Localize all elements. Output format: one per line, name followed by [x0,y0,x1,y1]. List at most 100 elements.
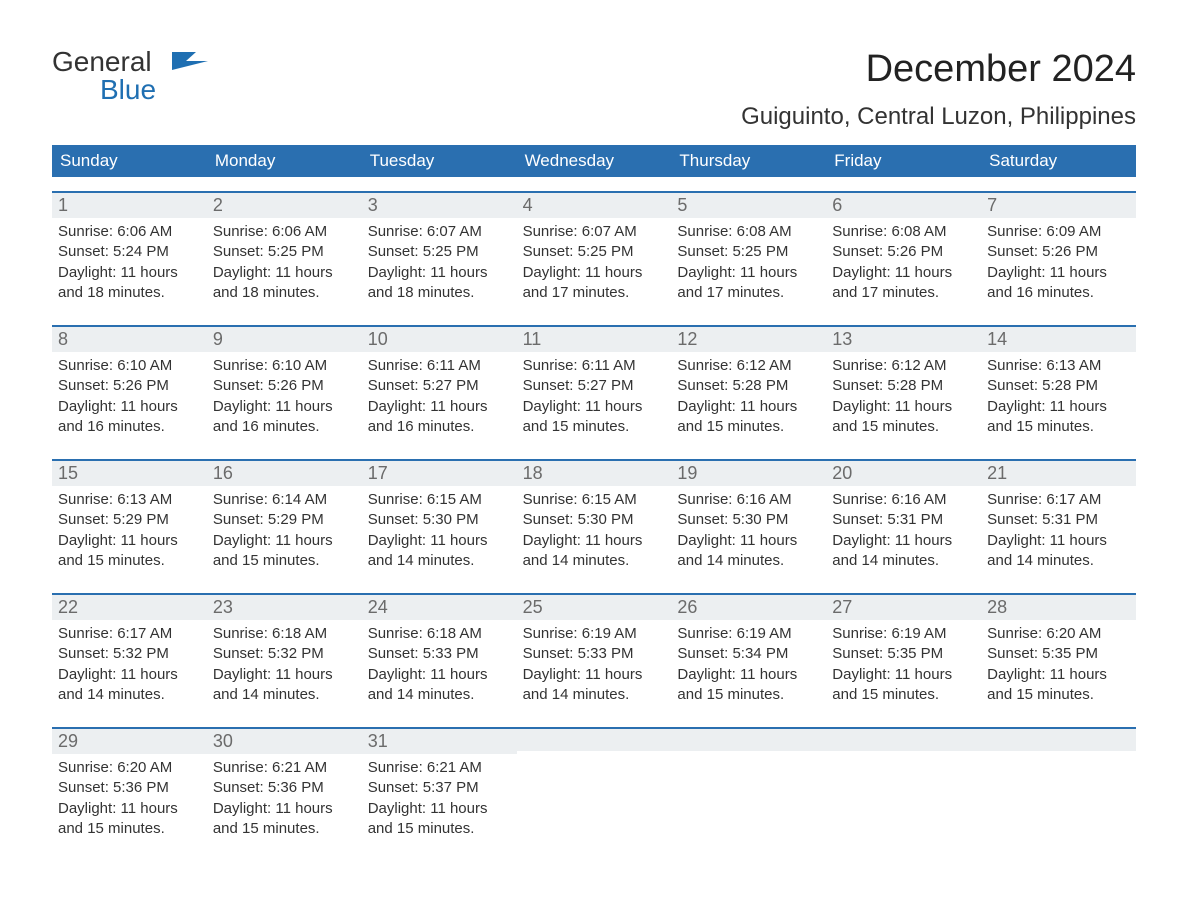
day-sunset: Sunset: 5:25 PM [368,242,511,262]
day-cell: 15Sunrise: 6:13 AMSunset: 5:29 PMDayligh… [52,461,207,579]
day-cell [671,729,826,847]
day-cell: 7Sunrise: 6:09 AMSunset: 5:26 PMDaylight… [981,193,1136,311]
day-day1: Daylight: 11 hours [523,397,666,417]
day-sunrise: Sunrise: 6:20 AM [58,758,201,778]
day-number-row: 16 [207,461,362,486]
day-number-row: 1 [52,193,207,218]
day-sunset: Sunset: 5:34 PM [677,644,820,664]
day-day2: and 15 minutes. [368,819,511,839]
day-day1: Daylight: 11 hours [677,397,820,417]
day-sunset: Sunset: 5:33 PM [523,644,666,664]
day-day2: and 14 minutes. [523,685,666,705]
day-number-row: 5 [671,193,826,218]
day-number-row: 25 [517,595,672,620]
day-sunrise: Sunrise: 6:15 AM [368,490,511,510]
day-day2: and 15 minutes. [523,417,666,437]
day-day2: and 18 minutes. [58,283,201,303]
day-number: 3 [368,195,378,215]
title-block: December 2024 Guiguinto, Central Luzon, … [741,48,1136,131]
day-sunset: Sunset: 5:30 PM [368,510,511,530]
day-day1: Daylight: 11 hours [213,799,356,819]
day-content: Sunrise: 6:18 AMSunset: 5:33 PMDaylight:… [362,620,517,713]
day-number: 28 [987,597,1007,617]
empty-day-number-row [981,729,1136,751]
day-day2: and 16 minutes. [368,417,511,437]
weekday-header: Wednesday [517,145,672,177]
day-day1: Daylight: 11 hours [58,531,201,551]
day-sunset: Sunset: 5:30 PM [523,510,666,530]
day-content: Sunrise: 6:06 AMSunset: 5:25 PMDaylight:… [207,218,362,311]
weekday-header: Thursday [671,145,826,177]
day-number: 1 [58,195,68,215]
day-content: Sunrise: 6:11 AMSunset: 5:27 PMDaylight:… [517,352,672,445]
day-sunset: Sunset: 5:31 PM [832,510,975,530]
day-cell [826,729,981,847]
day-number-row: 17 [362,461,517,486]
weekday-header: Friday [826,145,981,177]
day-sunrise: Sunrise: 6:17 AM [987,490,1130,510]
day-day2: and 16 minutes. [58,417,201,437]
day-day2: and 14 minutes. [677,551,820,571]
day-sunset: Sunset: 5:28 PM [677,376,820,396]
day-day1: Daylight: 11 hours [368,531,511,551]
empty-day-number-row [671,729,826,751]
day-sunset: Sunset: 5:24 PM [58,242,201,262]
day-cell: 18Sunrise: 6:15 AMSunset: 5:30 PMDayligh… [517,461,672,579]
day-number-row: 11 [517,327,672,352]
day-day2: and 14 minutes. [368,685,511,705]
day-day1: Daylight: 11 hours [832,397,975,417]
day-sunrise: Sunrise: 6:11 AM [523,356,666,376]
day-number: 31 [368,731,388,751]
week-row: 8Sunrise: 6:10 AMSunset: 5:26 PMDaylight… [52,325,1136,445]
day-cell: 29Sunrise: 6:20 AMSunset: 5:36 PMDayligh… [52,729,207,847]
day-day1: Daylight: 11 hours [213,263,356,283]
day-content: Sunrise: 6:19 AMSunset: 5:34 PMDaylight:… [671,620,826,713]
day-number: 6 [832,195,842,215]
day-number-row: 4 [517,193,672,218]
day-number: 2 [213,195,223,215]
day-sunset: Sunset: 5:27 PM [368,376,511,396]
day-sunrise: Sunrise: 6:19 AM [677,624,820,644]
day-day2: and 17 minutes. [832,283,975,303]
day-number-row: 28 [981,595,1136,620]
day-day1: Daylight: 11 hours [213,397,356,417]
day-sunrise: Sunrise: 6:10 AM [58,356,201,376]
day-day2: and 15 minutes. [832,417,975,437]
week-row: 15Sunrise: 6:13 AMSunset: 5:29 PMDayligh… [52,459,1136,579]
day-number: 20 [832,463,852,483]
calendar: SundayMondayTuesdayWednesdayThursdayFrid… [52,145,1136,847]
day-cell: 22Sunrise: 6:17 AMSunset: 5:32 PMDayligh… [52,595,207,713]
day-number: 12 [677,329,697,349]
day-sunset: Sunset: 5:29 PM [213,510,356,530]
day-number: 22 [58,597,78,617]
weekday-header: Sunday [52,145,207,177]
day-day2: and 14 minutes. [987,551,1130,571]
day-cell: 26Sunrise: 6:19 AMSunset: 5:34 PMDayligh… [671,595,826,713]
day-sunrise: Sunrise: 6:11 AM [368,356,511,376]
day-cell: 13Sunrise: 6:12 AMSunset: 5:28 PMDayligh… [826,327,981,445]
day-number-row: 8 [52,327,207,352]
month-title: December 2024 [741,48,1136,91]
day-sunrise: Sunrise: 6:19 AM [523,624,666,644]
day-sunrise: Sunrise: 6:15 AM [523,490,666,510]
day-day1: Daylight: 11 hours [58,397,201,417]
day-number: 19 [677,463,697,483]
day-sunrise: Sunrise: 6:18 AM [213,624,356,644]
day-sunrise: Sunrise: 6:10 AM [213,356,356,376]
day-sunset: Sunset: 5:36 PM [213,778,356,798]
week-row: 29Sunrise: 6:20 AMSunset: 5:36 PMDayligh… [52,727,1136,847]
day-day2: and 18 minutes. [213,283,356,303]
day-cell: 8Sunrise: 6:10 AMSunset: 5:26 PMDaylight… [52,327,207,445]
day-day2: and 15 minutes. [987,685,1130,705]
day-sunrise: Sunrise: 6:09 AM [987,222,1130,242]
day-sunset: Sunset: 5:26 PM [213,376,356,396]
day-day1: Daylight: 11 hours [677,263,820,283]
day-cell: 9Sunrise: 6:10 AMSunset: 5:26 PMDaylight… [207,327,362,445]
day-sunset: Sunset: 5:27 PM [523,376,666,396]
day-content: Sunrise: 6:16 AMSunset: 5:31 PMDaylight:… [826,486,981,579]
day-day1: Daylight: 11 hours [213,665,356,685]
day-day2: and 16 minutes. [213,417,356,437]
day-sunrise: Sunrise: 6:13 AM [987,356,1130,376]
weeks-container: 1Sunrise: 6:06 AMSunset: 5:24 PMDaylight… [52,191,1136,847]
day-number-row: 21 [981,461,1136,486]
